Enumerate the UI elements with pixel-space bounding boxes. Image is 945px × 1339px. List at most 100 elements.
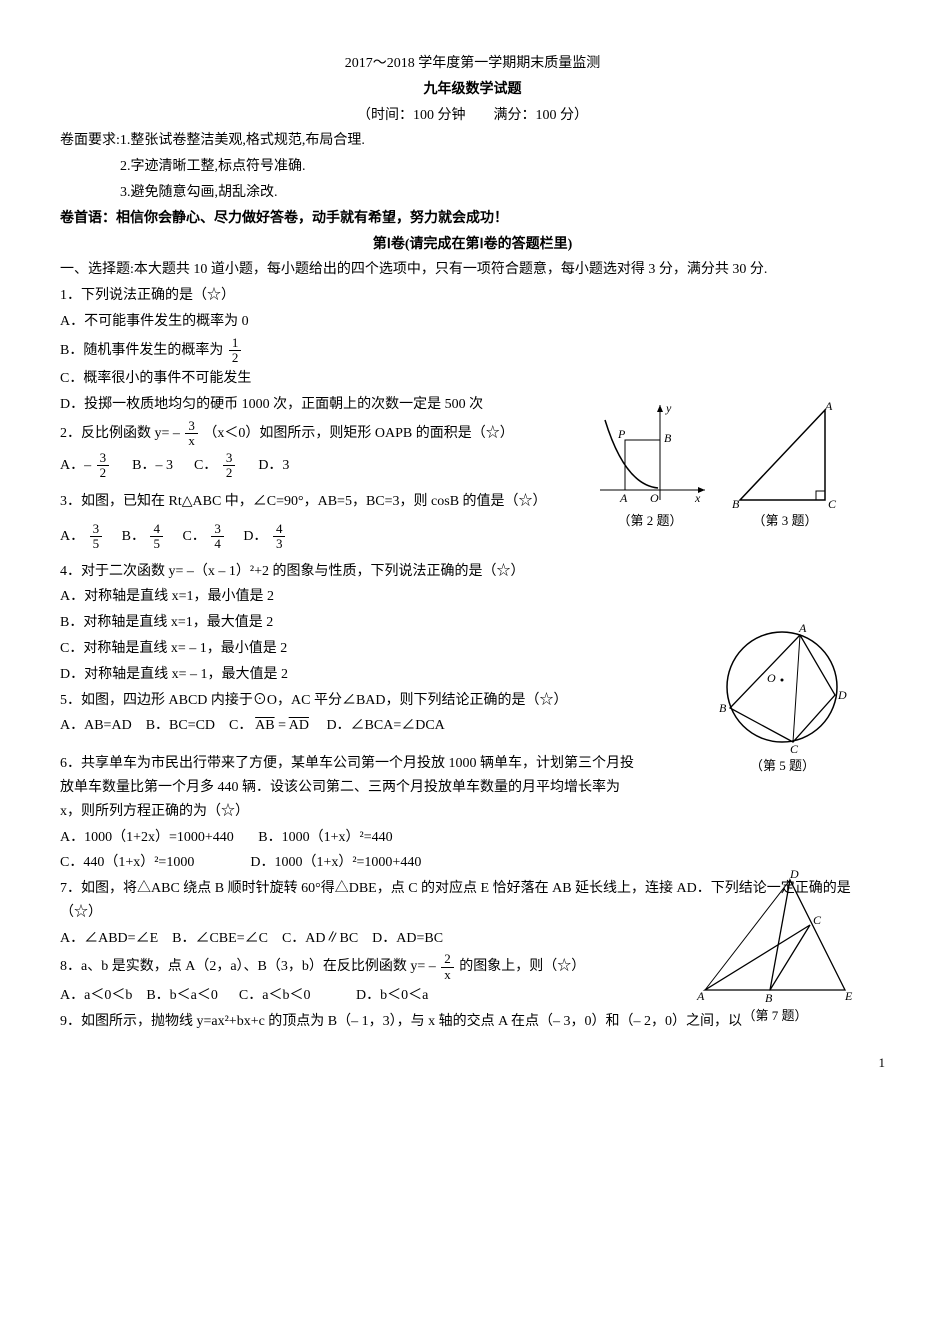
q6-b: B．1000（1+x）²=440 bbox=[258, 830, 392, 845]
q5-a: A．AB=AD bbox=[60, 718, 132, 733]
frac-num: 3 bbox=[211, 522, 224, 537]
svg-text:y: y bbox=[665, 401, 672, 415]
q6-row1: A．1000（1+2x）=1000+440 B．1000（1+x）²=440 bbox=[60, 826, 885, 850]
req-2: 2.字迹清晰工整,标点符号准确. bbox=[60, 155, 885, 179]
q5-arc-ab: AB bbox=[255, 718, 274, 733]
svg-text:C: C bbox=[828, 497, 837, 510]
req-lead: 卷面要求:1.整张试卷整洁美观,格式规范,布局合理. bbox=[60, 129, 885, 153]
svg-text:x: x bbox=[694, 491, 701, 505]
svg-text:B: B bbox=[765, 991, 773, 1005]
q5-arc-ad: AD bbox=[289, 718, 309, 733]
q1-opt-b: B．随机事件发生的概率为 1 2 bbox=[60, 336, 885, 366]
doc-subject: 九年级数学试题 bbox=[60, 78, 885, 102]
q4-opt-a: A．对称轴是直线 x=1，最小值是 2 bbox=[60, 585, 885, 609]
q2-post: （x＜0）如图所示，则矩形 OAPB 的面积是（☆） bbox=[203, 426, 513, 441]
q5-c-eq: = bbox=[278, 718, 289, 733]
q1-b-frac: 1 2 bbox=[229, 336, 242, 366]
q4-stem: 4．对于二次函数 y= –（x – 1）²+2 的图象与性质，下列说法正确的是（… bbox=[60, 560, 885, 584]
q2-c-pre: C． bbox=[194, 458, 217, 473]
q7-a: A．∠ABD=∠E bbox=[60, 931, 158, 946]
figure-q5-caption: （第 5 题） bbox=[715, 755, 850, 777]
q6-stem: 6．共享单车为市民出行带来了方便，某单车公司第一个月投放 1000 辆单车，计划… bbox=[60, 752, 640, 823]
q2-c-frac: 3 2 bbox=[223, 451, 236, 481]
figure-q5: O A D C B （第 5 题） bbox=[715, 620, 850, 777]
frac-num: 3 bbox=[97, 451, 110, 466]
frac-num: 3 bbox=[223, 451, 236, 466]
svg-text:O: O bbox=[767, 671, 776, 685]
svg-text:D: D bbox=[789, 870, 799, 881]
frac-den: x bbox=[441, 968, 454, 982]
q6-c: C．440（1+x）²=1000 bbox=[60, 855, 194, 870]
svg-text:B: B bbox=[664, 431, 672, 445]
q7-c: C．AD∥BC bbox=[282, 931, 358, 946]
svg-text:A: A bbox=[824, 400, 833, 413]
q8-frac: 2 x bbox=[441, 952, 454, 982]
figure-q3: A B C （第 3 题） bbox=[730, 400, 840, 532]
frac-den: 5 bbox=[90, 537, 103, 551]
svg-text:B: B bbox=[732, 497, 740, 510]
q7-d: D．AD=BC bbox=[372, 931, 443, 946]
req-3: 3.避免随意勾画,胡乱涂改. bbox=[60, 181, 885, 205]
q6-a: A．1000（1+2x）=1000+440 bbox=[60, 830, 234, 845]
section1-intro: 一、选择题:本大题共 10 道小题，每小题给出的四个选项中，只有一项符合题意，每… bbox=[60, 258, 885, 282]
frac-den: 5 bbox=[150, 537, 163, 551]
figure-q2-svg: P B A O x y bbox=[590, 400, 710, 510]
frac-num: 2 bbox=[441, 952, 454, 967]
figure-q7: A B E C D （第 7 题） bbox=[695, 870, 855, 1027]
q1-opt-c: C．概率很小的事件不可能发生 bbox=[60, 367, 885, 391]
frac-num: 4 bbox=[273, 522, 286, 537]
q1-b-pre: B．随机事件发生的概率为 bbox=[60, 343, 223, 358]
frac-den: 4 bbox=[211, 537, 224, 551]
figure-q2-caption: （第 2 题） bbox=[590, 510, 710, 532]
frac-den: x bbox=[185, 434, 198, 448]
q8-post: 的图象上，则（☆） bbox=[459, 960, 585, 975]
q7-b: B．∠CBE=∠C bbox=[172, 931, 268, 946]
page-number: 1 bbox=[60, 1052, 885, 1074]
q2-frac: 3 x bbox=[185, 419, 198, 449]
q5-b: B．BC=CD bbox=[146, 718, 215, 733]
svg-text:D: D bbox=[837, 688, 847, 702]
q8-b: B．b＜a＜0 bbox=[146, 988, 218, 1003]
figure-q3-caption: （第 3 题） bbox=[730, 510, 840, 532]
q2-d: D．3 bbox=[258, 458, 289, 473]
frac-num: 3 bbox=[185, 419, 198, 434]
svg-text:E: E bbox=[844, 989, 853, 1003]
svg-text:B: B bbox=[719, 701, 727, 715]
figure-q2: P B A O x y （第 2 题） bbox=[590, 400, 710, 532]
svg-text:C: C bbox=[813, 913, 822, 927]
q3-a-pre: A． bbox=[60, 529, 84, 544]
frac-den: 2 bbox=[229, 351, 242, 365]
q8-pre: 8．a、b 是实数，点 A（2，a）、B（3，b）在反比例函数 y= – bbox=[60, 960, 436, 975]
frac-den: 2 bbox=[223, 466, 236, 480]
svg-text:A: A bbox=[798, 621, 807, 635]
frac-num: 4 bbox=[150, 522, 163, 537]
q2-pre: 2．反比例函数 y= – bbox=[60, 426, 180, 441]
q5-c-pre: C． bbox=[229, 718, 252, 733]
figure-q7-svg: A B E C D bbox=[695, 870, 855, 1005]
q2-a-frac: 3 2 bbox=[97, 451, 110, 481]
figure-q3-svg: A B C bbox=[730, 400, 840, 510]
part1-title: 第Ⅰ卷(请完成在第Ⅰ卷的答题栏里) bbox=[60, 233, 885, 257]
q8-a: A．a＜0＜b bbox=[60, 988, 132, 1003]
q6-d: D．1000（1+x）²=1000+440 bbox=[250, 855, 421, 870]
frac-den: 3 bbox=[273, 537, 286, 551]
q3-d-pre: D． bbox=[243, 529, 267, 544]
q5-d: D．∠BCA=∠DCA bbox=[326, 718, 444, 733]
q2-a-pre: A．– bbox=[60, 458, 91, 473]
frac-den: 2 bbox=[97, 466, 110, 480]
q3-c-pre: C． bbox=[182, 529, 205, 544]
doc-time-score: （时间：100 分钟 满分：100 分） bbox=[60, 104, 885, 128]
svg-text:C: C bbox=[790, 742, 799, 755]
q3-b-pre: B． bbox=[122, 529, 145, 544]
svg-text:A: A bbox=[619, 491, 628, 505]
q2-b: B．– 3 bbox=[132, 458, 173, 473]
q1-stem: 1．下列说法正确的是（☆） bbox=[60, 284, 885, 308]
q8-d: D．b＜0＜a bbox=[356, 988, 428, 1003]
frac-num: 3 bbox=[90, 522, 103, 537]
q1-opt-a: A．不可能事件发生的概率为 0 bbox=[60, 310, 885, 334]
svg-text:A: A bbox=[696, 989, 705, 1003]
q8-c: C．a＜b＜0 bbox=[239, 988, 311, 1003]
frac-num: 1 bbox=[229, 336, 242, 351]
doc-title: 2017～2018 学年度第一学期期末质量监测 bbox=[60, 52, 885, 76]
figure-q7-caption: （第 7 题） bbox=[695, 1005, 855, 1027]
